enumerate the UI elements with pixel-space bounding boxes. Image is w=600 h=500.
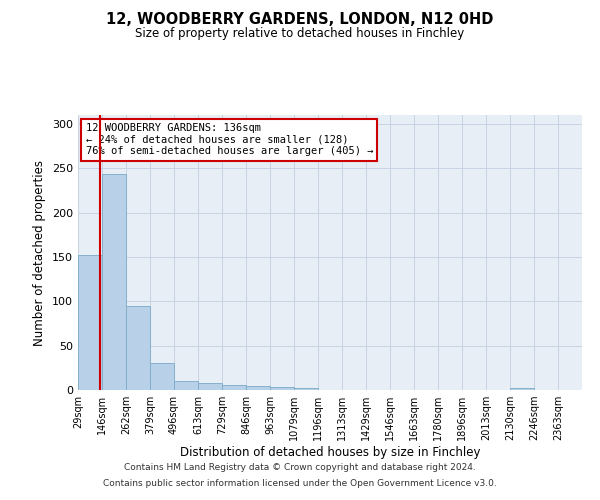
Bar bbox=[510, 388, 534, 390]
X-axis label: Distribution of detached houses by size in Finchley: Distribution of detached houses by size … bbox=[180, 446, 480, 459]
Bar bbox=[78, 255, 102, 390]
Text: Contains HM Land Registry data © Crown copyright and database right 2024.: Contains HM Land Registry data © Crown c… bbox=[124, 464, 476, 472]
Y-axis label: Number of detached properties: Number of detached properties bbox=[34, 160, 46, 346]
Bar bbox=[294, 388, 318, 390]
Bar bbox=[222, 384, 246, 390]
Text: Size of property relative to detached houses in Finchley: Size of property relative to detached ho… bbox=[136, 28, 464, 40]
Bar bbox=[126, 306, 150, 390]
Bar bbox=[246, 386, 270, 390]
Bar bbox=[102, 174, 126, 390]
Text: 12 WOODBERRY GARDENS: 136sqm
← 24% of detached houses are smaller (128)
76% of s: 12 WOODBERRY GARDENS: 136sqm ← 24% of de… bbox=[86, 123, 373, 156]
Bar bbox=[270, 388, 294, 390]
Text: 12, WOODBERRY GARDENS, LONDON, N12 0HD: 12, WOODBERRY GARDENS, LONDON, N12 0HD bbox=[106, 12, 494, 28]
Bar bbox=[174, 381, 198, 390]
Text: Contains public sector information licensed under the Open Government Licence v3: Contains public sector information licen… bbox=[103, 478, 497, 488]
Bar bbox=[150, 364, 174, 390]
Bar bbox=[198, 383, 222, 390]
